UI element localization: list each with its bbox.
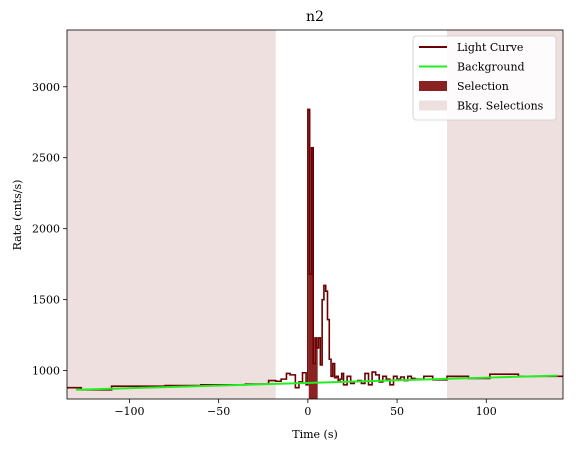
- x-axis: −100 −50 0 50 100: [114, 399, 497, 418]
- x-tick-label: 0: [304, 405, 311, 418]
- legend-box: [412, 35, 557, 121]
- x-axis-label: Time (s): [292, 428, 338, 441]
- legend-swatch: [419, 100, 447, 111]
- y-axis-label: Rate (cnts/s): [11, 180, 24, 251]
- x-tick-label: 50: [390, 405, 404, 418]
- bkg-selection-span-0: [67, 30, 276, 399]
- x-tick-label: 100: [476, 405, 497, 418]
- legend-label: Selection: [457, 80, 509, 93]
- legend: Light Curve Background Selection Bkg. Selec…: [412, 35, 557, 121]
- y-axis: 1000 1500 2000 2500 3000: [32, 81, 67, 378]
- chart-title: n2: [306, 9, 324, 25]
- y-tick-label: 2500: [32, 152, 60, 165]
- light-curve-line: [67, 108, 563, 391]
- background-line: [75, 374, 558, 391]
- legend-label: Light Curve: [457, 41, 523, 54]
- axes-frame: [66, 29, 564, 400]
- legend-label: Background: [457, 61, 525, 74]
- legend-label: Bkg. Selections: [457, 100, 544, 113]
- legend-swatch: [419, 81, 447, 91]
- y-tick-label: 1500: [32, 294, 60, 307]
- x-tick-label: −100: [114, 405, 144, 418]
- y-tick-label: 2000: [32, 223, 60, 236]
- x-tick-label: −50: [207, 405, 230, 418]
- y-tick-label: 1000: [32, 365, 60, 378]
- y-tick-label: 3000: [32, 81, 60, 94]
